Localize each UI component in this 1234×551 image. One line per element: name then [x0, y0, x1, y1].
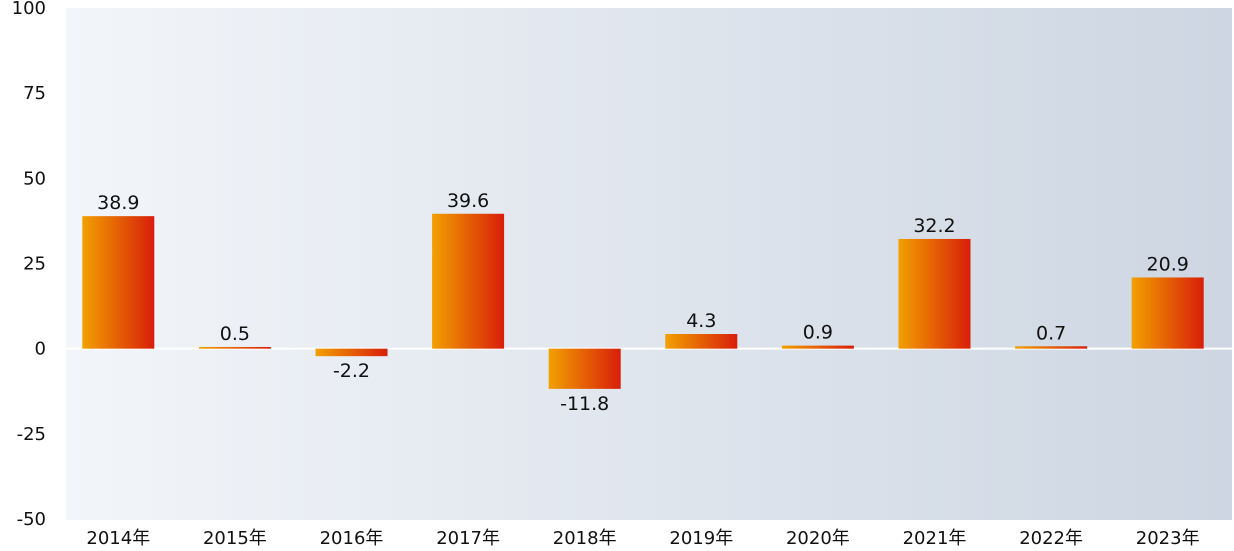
y-tick-label: 75: [23, 83, 46, 104]
data-label: 0.9: [803, 322, 833, 344]
x-axis: 2014年 2015年 2016年 2017年 2018年 2019年 2020年 2021年…: [86, 528, 1199, 549]
bar: [1131, 277, 1204, 349]
data-label: 0.7: [1036, 322, 1066, 344]
data-label: 20.9: [1147, 253, 1189, 275]
y-tick-label: 100: [12, 0, 46, 19]
bar: [82, 216, 155, 349]
bar: [432, 213, 505, 349]
x-tick-label: 2014年: [86, 528, 150, 549]
x-tick-label: 2019年: [669, 528, 733, 549]
x-tick-label: 2020年: [786, 528, 850, 549]
plot-area: [66, 8, 1232, 520]
x-tick-label: 2022年: [1019, 528, 1083, 549]
bar: [315, 348, 388, 357]
data-label: 4.3: [686, 310, 716, 332]
data-label: 38.9: [97, 192, 139, 214]
x-tick-label: 2018年: [553, 528, 617, 549]
data-label: -2.2: [333, 360, 370, 382]
x-tick-label: 2017年: [436, 528, 500, 549]
y-axis: 100 75 50 25 0 -25 -50: [12, 0, 46, 530]
y-tick-label: -25: [17, 424, 46, 445]
bar: [665, 334, 738, 349]
x-tick-label: 2016年: [320, 528, 384, 549]
data-label: 39.6: [447, 190, 489, 212]
y-tick-label: -50: [17, 509, 46, 530]
bars-group: [82, 213, 1204, 389]
bar: [898, 238, 971, 349]
data-labels-group: 38.9 0.5 -2.2 39.6 -11.8 4.3 0.9 32.2 0.7 20.9: [97, 190, 1189, 415]
y-tick-label: 50: [23, 168, 46, 189]
data-label: 32.2: [913, 215, 955, 237]
data-label: 0.5: [220, 323, 250, 345]
x-tick-label: 2023年: [1136, 528, 1200, 549]
x-tick-label: 2021年: [903, 528, 967, 549]
bar: [198, 346, 271, 349]
y-tick-label: 0: [35, 339, 46, 360]
data-label: -11.8: [560, 393, 609, 415]
bar: [781, 345, 854, 349]
y-tick-label: 25: [23, 254, 46, 275]
bar: [1015, 346, 1088, 349]
x-tick-label: 2015年: [203, 528, 267, 549]
bar: [548, 348, 621, 389]
